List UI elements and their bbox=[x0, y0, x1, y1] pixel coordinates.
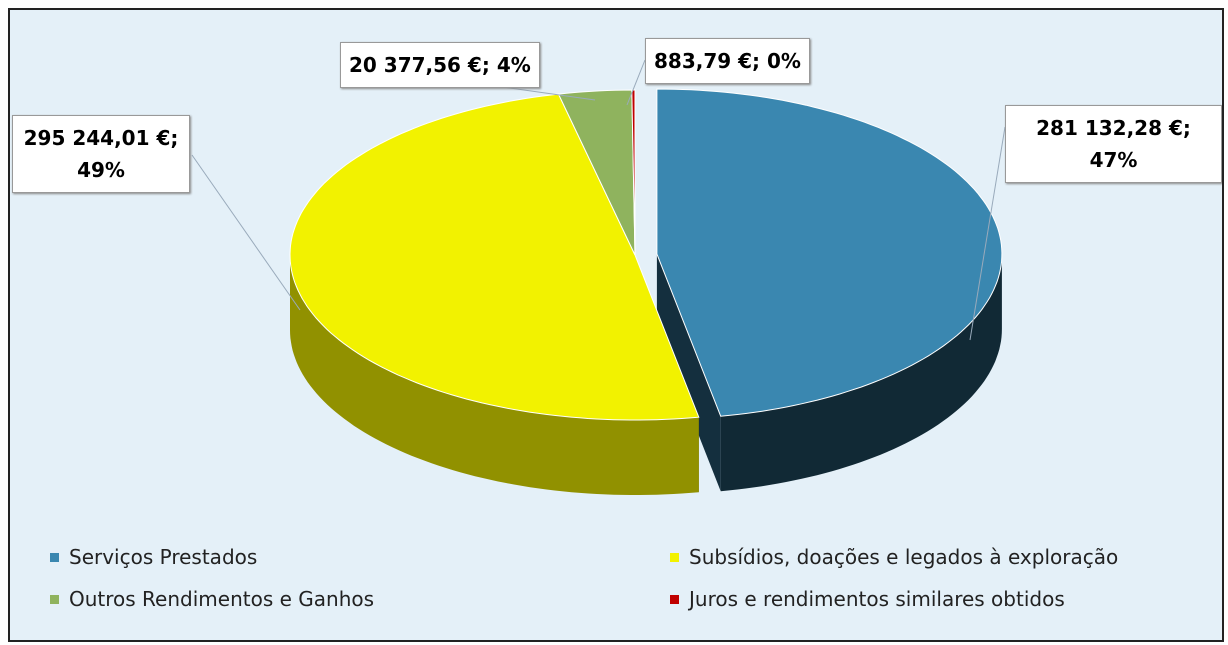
legend-label: Serviços Prestados bbox=[69, 545, 258, 569]
legend-item: Outros Rendimentos e Ganhos bbox=[50, 587, 670, 611]
slice bbox=[557, 89, 636, 256]
data-label: 883,79 €; 0% bbox=[645, 38, 810, 84]
legend-swatch bbox=[50, 552, 59, 562]
slice bbox=[289, 93, 700, 421]
legend-swatch bbox=[50, 594, 59, 604]
legend: Serviços Prestados Subsídios, doações e l… bbox=[50, 545, 1210, 611]
data-label: 20 377,56 €; 4% bbox=[340, 42, 540, 88]
legend-item: Serviços Prestados bbox=[50, 545, 670, 569]
data-label: 295 244,01 €; 49% bbox=[12, 115, 190, 193]
chart: Serviços Prestados Subsídios, doações e l… bbox=[8, 8, 1224, 642]
leader-line bbox=[191, 154, 301, 311]
pie-area bbox=[191, 59, 1006, 495]
leader-line bbox=[626, 59, 646, 106]
legend-swatch bbox=[670, 552, 679, 562]
slice-side bbox=[720, 254, 1002, 492]
legend-item: Juros e rendimentos similares obtidos bbox=[670, 587, 1210, 611]
legend-label: Outros Rendimentos e Ganhos bbox=[69, 587, 375, 611]
legend-item: Subsídios, doações e legados à exploraçã… bbox=[670, 545, 1210, 569]
slice-side bbox=[656, 254, 721, 492]
legend-swatch bbox=[670, 594, 679, 604]
legend-label: Juros e rendimentos similares obtidos bbox=[689, 587, 1065, 611]
data-label: 281 132,28 €; 47% bbox=[1005, 105, 1222, 183]
slice bbox=[656, 88, 1003, 417]
slice-side bbox=[290, 255, 699, 495]
legend-label: Subsídios, doações e legados à exploraçã… bbox=[689, 545, 1119, 569]
leader-line bbox=[969, 126, 1006, 341]
